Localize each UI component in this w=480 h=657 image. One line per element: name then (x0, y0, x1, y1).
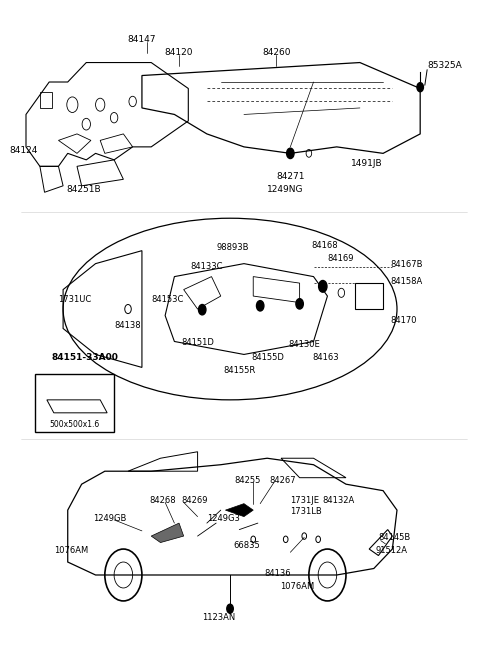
Text: 84155R: 84155R (223, 366, 255, 375)
Text: 500x500x1.6: 500x500x1.6 (49, 420, 100, 429)
Polygon shape (151, 523, 184, 543)
Bar (35, 374, 114, 432)
Text: 84147: 84147 (128, 35, 156, 44)
Text: 1731LB: 1731LB (290, 507, 322, 516)
Text: 84271: 84271 (276, 171, 305, 181)
Text: 91512A: 91512A (376, 547, 408, 555)
Text: 1076AM: 1076AM (280, 582, 314, 591)
Circle shape (417, 83, 423, 92)
Text: 84267: 84267 (269, 476, 296, 486)
Text: 1076AM: 1076AM (54, 547, 88, 555)
Text: 98893B: 98893B (216, 243, 249, 252)
Text: 84260: 84260 (262, 49, 291, 57)
Circle shape (199, 304, 206, 315)
Circle shape (227, 604, 233, 613)
Text: 84145B: 84145B (378, 533, 411, 542)
Text: 84255: 84255 (235, 476, 261, 486)
Text: 1731UC: 1731UC (59, 295, 92, 304)
Text: 84158A: 84158A (390, 277, 422, 286)
Text: 84155D: 84155D (251, 353, 284, 362)
Text: 84130E: 84130E (288, 340, 320, 350)
Text: 84163: 84163 (312, 353, 339, 362)
Text: 84168: 84168 (311, 241, 338, 250)
Text: 66835: 66835 (234, 541, 261, 551)
Text: 85325A: 85325A (427, 61, 462, 70)
Text: 84169: 84169 (327, 254, 354, 263)
Text: 84151-33A00: 84151-33A00 (51, 353, 119, 362)
Circle shape (287, 148, 294, 158)
Text: 84167B: 84167B (390, 260, 422, 269)
Circle shape (319, 281, 327, 292)
Text: 84268: 84268 (149, 496, 176, 505)
Bar (40, 92, 51, 108)
Text: 84136: 84136 (265, 569, 291, 578)
Text: 1249NG: 1249NG (267, 185, 304, 194)
Polygon shape (226, 504, 253, 516)
Text: 84120: 84120 (165, 49, 193, 57)
Text: 1731JE: 1731JE (290, 496, 319, 505)
Text: 1491JB: 1491JB (350, 158, 382, 168)
Text: 84133C: 84133C (191, 262, 223, 271)
Text: 84251B: 84251B (67, 185, 101, 194)
Text: 1123AN: 1123AN (202, 613, 235, 622)
Text: 84170: 84170 (390, 316, 417, 325)
Text: 1249GB: 1249GB (93, 514, 127, 523)
Text: 84124: 84124 (9, 146, 37, 154)
Circle shape (256, 301, 264, 311)
Text: 84138: 84138 (114, 321, 141, 330)
Text: 84269: 84269 (181, 496, 208, 505)
Text: 84132A: 84132A (323, 496, 355, 505)
Text: 84153C: 84153C (151, 295, 183, 304)
Text: 84151D: 84151D (181, 338, 214, 348)
Text: 1249G3: 1249G3 (207, 514, 240, 523)
Circle shape (296, 299, 303, 309)
